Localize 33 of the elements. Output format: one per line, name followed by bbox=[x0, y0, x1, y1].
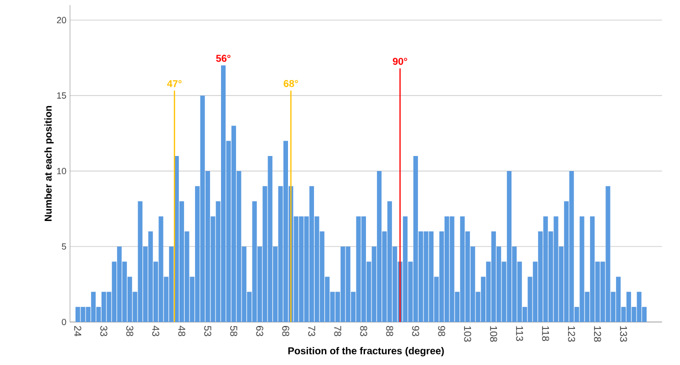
y-axis-title: Number at each position bbox=[44, 106, 54, 221]
y-tick-label: 20 bbox=[56, 16, 66, 24]
x-tick-label: 83 bbox=[360, 326, 368, 336]
x-tick-label: 43 bbox=[152, 326, 160, 336]
x-tick-label: 48 bbox=[178, 326, 186, 336]
x-tick-label: 108 bbox=[490, 326, 498, 342]
x-tick-label: 24 bbox=[74, 326, 82, 336]
x-tick-label: 68 bbox=[282, 326, 290, 336]
y-tick-label: 5 bbox=[62, 243, 66, 250]
x-tick-label: 53 bbox=[204, 326, 212, 336]
x-tick-label: 103 bbox=[464, 326, 472, 342]
y-tick-label: 0 bbox=[62, 318, 66, 326]
annotation: 47° bbox=[167, 80, 182, 88]
x-tick-label: 113 bbox=[516, 326, 524, 341]
x-tick-label: 33 bbox=[100, 326, 108, 336]
annotation: 68° bbox=[284, 80, 298, 88]
x-tick-label: 88 bbox=[386, 326, 394, 336]
y-tick-label: 15 bbox=[57, 92, 66, 99]
x-tick-label: 78 bbox=[334, 326, 342, 336]
x-tick-label: 63 bbox=[256, 326, 264, 336]
x-tick-label: 128 bbox=[594, 326, 602, 342]
y-tick-label: 10 bbox=[57, 168, 66, 174]
annotation: 56° bbox=[216, 54, 230, 62]
x-tick-label: 123 bbox=[568, 326, 576, 342]
annotation: 90° bbox=[392, 58, 408, 65]
x-tick-label: 93 bbox=[412, 326, 420, 336]
x-tick-label: 58 bbox=[230, 326, 238, 336]
x-tick-label: 118 bbox=[542, 326, 550, 341]
x-tick-label: 73 bbox=[308, 326, 316, 336]
x-tick-label: 98 bbox=[438, 326, 446, 336]
x-tick-label: 38 bbox=[126, 326, 134, 336]
x-axis-title: Position of the fractures (degree) bbox=[288, 346, 444, 356]
x-tick-label: 133 bbox=[620, 326, 628, 342]
